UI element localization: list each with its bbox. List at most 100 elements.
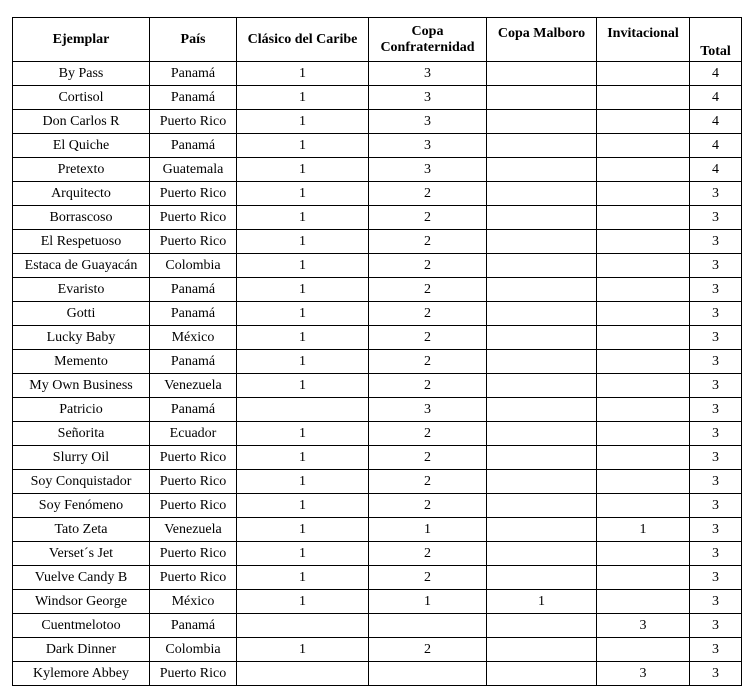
table-row: Don Carlos R Puerto Rico 1 3 4: [12, 109, 742, 134]
cell-pais: México: [149, 325, 237, 350]
cell-pais: Panamá: [149, 349, 237, 374]
cell-total: 3: [689, 445, 742, 470]
cell-confraternidad: 2: [368, 349, 487, 374]
cell-ejemplar: Patricio: [12, 397, 150, 422]
cell-invitacional: [596, 61, 690, 86]
cell-clasico: 1: [236, 325, 369, 350]
cell-total: 3: [689, 181, 742, 206]
table-row: Patricio Panamá 3 3: [12, 397, 742, 422]
cell-ejemplar: Soy Conquistador: [12, 469, 150, 494]
cell-ejemplar: Soy Fenómeno: [12, 493, 150, 518]
header-malboro: Copa Malboro: [486, 17, 597, 62]
header-row: Ejemplar País Clásico del Caribe Copa Co…: [12, 17, 742, 62]
cell-malboro: [486, 493, 597, 518]
cell-confraternidad: 2: [368, 301, 487, 326]
cell-pais: Puerto Rico: [149, 229, 237, 254]
cell-invitacional: [596, 85, 690, 110]
cell-total: 3: [689, 493, 742, 518]
cell-confraternidad: 3: [368, 85, 487, 110]
cell-malboro: [486, 157, 597, 182]
cell-malboro: [486, 517, 597, 542]
cell-malboro: [486, 85, 597, 110]
cell-total: 3: [689, 325, 742, 350]
cell-total: 3: [689, 517, 742, 542]
cell-pais: Venezuela: [149, 373, 237, 398]
cell-malboro: [486, 445, 597, 470]
cell-ejemplar: Verset´s Jet: [12, 541, 150, 566]
cell-pais: Puerto Rico: [149, 181, 237, 206]
cell-invitacional: 3: [596, 661, 690, 686]
cell-pais: Panamá: [149, 301, 237, 326]
cell-pais: Colombia: [149, 637, 237, 662]
header-confraternidad: Copa Confraternidad: [368, 17, 487, 62]
table-body: By Pass Panamá 1 3 4 Cortisol Panamá 1 3 4 Don Car…: [12, 61, 742, 686]
cell-confraternidad: 3: [368, 109, 487, 134]
cell-clasico: [236, 661, 369, 686]
cell-ejemplar: Arquitecto: [12, 181, 150, 206]
cell-pais: Guatemala: [149, 157, 237, 182]
cell-invitacional: [596, 349, 690, 374]
cell-clasico: 1: [236, 517, 369, 542]
cell-clasico: 1: [236, 637, 369, 662]
cell-invitacional: [596, 301, 690, 326]
cell-invitacional: [596, 253, 690, 278]
table-row: Memento Panamá 1 2 3: [12, 349, 742, 374]
cell-pais: Colombia: [149, 253, 237, 278]
cell-pais: Panamá: [149, 277, 237, 302]
cell-malboro: [486, 661, 597, 686]
cell-invitacional: [596, 445, 690, 470]
table-row: Vuelve Candy B Puerto Rico 1 2 3: [12, 565, 742, 590]
cell-confraternidad: 3: [368, 157, 487, 182]
cell-pais: Puerto Rico: [149, 493, 237, 518]
table-row: Evaristo Panamá 1 2 3: [12, 277, 742, 302]
cell-confraternidad: 2: [368, 565, 487, 590]
cell-malboro: [486, 133, 597, 158]
cell-total: 3: [689, 589, 742, 614]
cell-confraternidad: 2: [368, 277, 487, 302]
cell-clasico: 1: [236, 469, 369, 494]
cell-invitacional: [596, 157, 690, 182]
cell-clasico: 1: [236, 157, 369, 182]
cell-invitacional: [596, 565, 690, 590]
cell-ejemplar: Evaristo: [12, 277, 150, 302]
cell-confraternidad: [368, 613, 487, 638]
cell-ejemplar: Slurry Oil: [12, 445, 150, 470]
cell-pais: Puerto Rico: [149, 205, 237, 230]
cell-ejemplar: El Quiche: [12, 133, 150, 158]
table-row: Dark Dinner Colombia 1 2 3: [12, 637, 742, 662]
header-invitacional: Invitacional: [596, 17, 690, 62]
cell-malboro: [486, 349, 597, 374]
cell-malboro: [486, 109, 597, 134]
cell-invitacional: [596, 325, 690, 350]
cell-total: 3: [689, 373, 742, 398]
table-row: Pretexto Guatemala 1 3 4: [12, 157, 742, 182]
cell-pais: Panamá: [149, 133, 237, 158]
cell-clasico: 1: [236, 277, 369, 302]
cell-pais: Panamá: [149, 613, 237, 638]
cell-confraternidad: 2: [368, 253, 487, 278]
cell-total: 3: [689, 301, 742, 326]
cell-invitacional: 1: [596, 517, 690, 542]
cell-confraternidad: 2: [368, 421, 487, 446]
cell-confraternidad: 2: [368, 541, 487, 566]
cell-confraternidad: 3: [368, 397, 487, 422]
cell-malboro: [486, 229, 597, 254]
cell-invitacional: [596, 229, 690, 254]
table-row: Estaca de Guayacán Colombia 1 2 3: [12, 253, 742, 278]
cell-pais: Panamá: [149, 61, 237, 86]
cell-pais: Ecuador: [149, 421, 237, 446]
cell-malboro: [486, 181, 597, 206]
cell-malboro: [486, 301, 597, 326]
cell-confraternidad: 2: [368, 445, 487, 470]
cell-invitacional: 3: [596, 613, 690, 638]
table-row: Arquitecto Puerto Rico 1 2 3: [12, 181, 742, 206]
cell-total: 3: [689, 565, 742, 590]
cell-total: 3: [689, 397, 742, 422]
cell-total: 3: [689, 661, 742, 686]
cell-clasico: 1: [236, 301, 369, 326]
cell-pais: Panamá: [149, 397, 237, 422]
header-pais: País: [149, 17, 237, 62]
cell-confraternidad: 2: [368, 469, 487, 494]
cell-ejemplar: Windsor George: [12, 589, 150, 614]
cell-malboro: [486, 613, 597, 638]
